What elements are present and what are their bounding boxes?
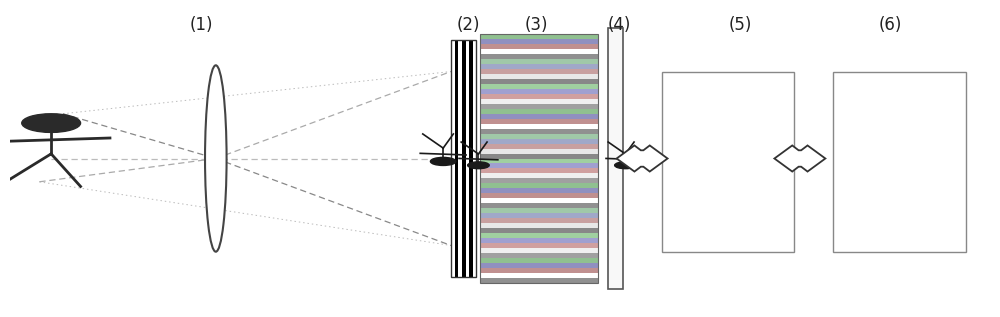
Bar	[480, 178, 598, 183]
Bar	[480, 84, 598, 89]
Bar	[480, 253, 598, 258]
Bar	[480, 243, 598, 248]
Bar	[480, 49, 598, 54]
Circle shape	[430, 157, 456, 165]
Bar	[480, 233, 598, 238]
Bar	[480, 153, 598, 158]
Bar	[480, 144, 598, 149]
Bar	[480, 208, 598, 213]
Bar	[480, 59, 598, 64]
Bar	[462, 41, 466, 276]
Bar	[480, 248, 598, 253]
Bar	[480, 129, 598, 134]
Bar	[480, 109, 598, 114]
Bar	[480, 34, 598, 39]
Text: (1): (1)	[189, 16, 213, 34]
Polygon shape	[774, 146, 825, 171]
Bar	[480, 39, 598, 44]
Bar	[480, 218, 598, 223]
Bar	[480, 64, 598, 69]
Text: (2): (2)	[457, 16, 480, 34]
Bar	[455, 41, 458, 276]
Text: (3): (3)	[525, 16, 548, 34]
Bar	[480, 79, 598, 84]
Circle shape	[615, 162, 636, 169]
Bar	[480, 193, 598, 198]
Bar	[451, 41, 476, 276]
Bar	[480, 238, 598, 243]
Bar	[608, 28, 623, 289]
Bar	[480, 168, 598, 173]
Bar	[480, 119, 598, 124]
Circle shape	[22, 114, 81, 133]
Bar	[480, 203, 598, 208]
Bar	[480, 258, 598, 263]
Bar	[480, 164, 598, 168]
Bar	[480, 99, 598, 104]
Bar	[480, 213, 598, 218]
Bar	[480, 89, 598, 94]
Bar	[480, 173, 598, 178]
Bar	[480, 228, 598, 233]
Polygon shape	[617, 146, 668, 171]
Bar	[480, 74, 598, 79]
Bar	[480, 139, 598, 144]
Bar	[480, 54, 598, 59]
Bar	[480, 273, 598, 278]
Bar	[480, 34, 598, 283]
Bar	[480, 44, 598, 49]
Bar	[480, 198, 598, 203]
Bar	[833, 72, 966, 252]
Ellipse shape	[205, 65, 227, 252]
Bar	[480, 268, 598, 273]
Bar	[480, 114, 598, 119]
Bar	[480, 183, 598, 188]
Text: (4): (4)	[608, 16, 631, 34]
Bar	[480, 149, 598, 153]
Bar	[480, 124, 598, 129]
Bar	[480, 263, 598, 268]
Bar	[480, 69, 598, 74]
Bar	[451, 41, 476, 276]
Text: (6): (6)	[878, 16, 902, 34]
Bar	[480, 188, 598, 193]
Bar	[480, 223, 598, 228]
Text: (5): (5)	[728, 16, 752, 34]
Bar	[480, 94, 598, 99]
Bar	[480, 158, 598, 164]
Bar	[480, 278, 598, 283]
Bar	[480, 104, 598, 109]
Bar	[662, 72, 794, 252]
Bar	[480, 134, 598, 139]
Circle shape	[468, 162, 489, 169]
Bar	[469, 41, 473, 276]
